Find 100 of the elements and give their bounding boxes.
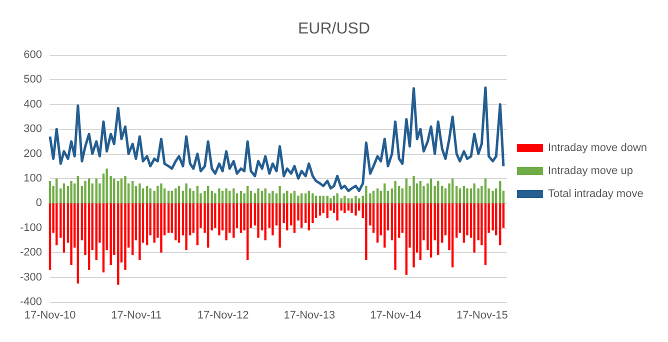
bar [160,183,162,204]
bar [225,203,228,240]
bar [473,203,476,253]
y-tick-label: 100 [24,172,42,184]
bar [419,203,422,260]
bar [466,188,468,204]
bar [225,188,228,204]
bar [178,203,180,243]
bar [293,203,296,233]
bar [48,180,52,204]
bar [167,203,170,233]
bar [405,178,408,204]
legend-label: Intraday move down [548,142,648,154]
bar [160,203,162,253]
bar [365,203,368,260]
legend-label: Intraday move up [548,165,633,177]
bar [322,196,324,204]
bar [354,203,357,216]
bar [336,203,338,220]
y-tick-label: 0 [36,197,42,210]
bar [437,180,440,204]
bar [264,203,266,240]
line-series [48,86,505,192]
bar [412,203,415,268]
bar [278,203,281,248]
bar [330,198,332,204]
bar [106,168,108,204]
bar [499,203,502,246]
bar [124,176,126,204]
bar [48,203,52,270]
bar [70,180,72,204]
bar [430,178,432,204]
bar [372,203,375,233]
bar [272,203,274,236]
bar [76,203,80,284]
bar [84,180,86,204]
y-tick-label: 500 [24,74,42,86]
bar [232,203,235,238]
bar [95,178,98,204]
bar [312,193,314,204]
bar [300,203,303,228]
bar [149,188,152,204]
bar [290,193,292,204]
bar [394,180,396,204]
bar [441,186,444,204]
y-tick-label: 300 [24,123,42,136]
bar [113,178,116,204]
bar [174,203,177,240]
bar [153,203,156,243]
bar [124,203,126,270]
y-tick-label: -100 [20,222,42,234]
bar [88,178,90,204]
bar [232,188,235,204]
bar [350,198,353,204]
bar [56,178,58,204]
bar [218,188,220,204]
bar [206,203,210,248]
chart-title: EUR/USD [298,20,370,38]
bar [185,203,188,250]
bar [336,193,338,204]
y-tick-label: 400 [24,98,42,110]
bar [146,203,148,246]
bar [326,203,328,218]
bar [394,203,396,270]
bar [95,203,98,260]
bar [76,176,80,204]
y-tick-label: 200 [24,148,42,160]
bar [62,203,66,253]
bar [484,178,487,204]
bar [210,203,213,230]
bar [286,203,288,230]
bar [138,183,141,204]
bar [102,203,105,272]
bar [495,203,498,236]
bar [131,180,134,204]
bar [246,203,249,260]
bar [156,186,159,204]
bar [437,203,440,256]
bar [430,203,432,258]
bar [138,203,141,260]
x-tick-label: 17-Nov-14 [370,310,422,322]
bar [308,203,310,230]
y-tick-label: -400 [20,296,42,308]
bar [462,203,466,243]
bar [120,178,123,204]
bar [455,203,458,238]
y-tick-label: 600 [24,49,42,61]
bar [185,183,188,204]
bar [484,203,487,265]
bar [376,203,379,243]
bar [110,203,112,265]
bar [62,183,66,204]
bar [492,190,494,204]
x-tick-label: 17-Nov-11 [111,310,162,322]
bar [344,203,346,214]
legend-label: Total intraday move [548,188,644,200]
bar [192,203,195,233]
bar [412,176,415,204]
bar [451,203,454,268]
bar [117,203,120,285]
